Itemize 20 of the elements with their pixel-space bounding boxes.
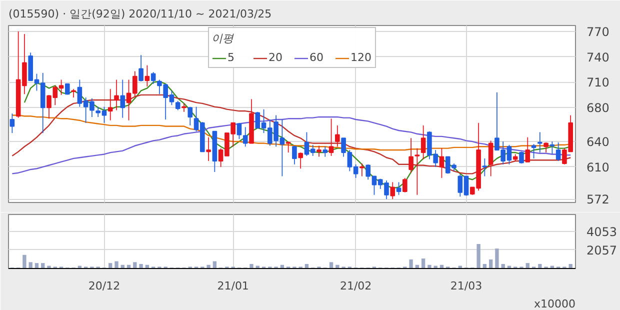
text: x10000 bbox=[534, 298, 576, 310]
y-tick-label: 4053 bbox=[586, 225, 618, 240]
x-tick-label: 21/03 bbox=[450, 280, 482, 292]
y-tick-label: 770 bbox=[586, 24, 610, 39]
y-tick-label: 640 bbox=[586, 135, 610, 150]
x-tick-label: 21/02 bbox=[340, 280, 372, 292]
y-tick-label: 740 bbox=[586, 50, 610, 64]
y-tick-label: 2057 bbox=[586, 243, 618, 258]
y-tick-label: 710 bbox=[586, 76, 610, 90]
y-tick-label: 680 bbox=[586, 101, 610, 116]
legend-title: 이평 bbox=[212, 31, 235, 46]
legend-label: 60 bbox=[310, 51, 324, 64]
legend-label: 20 bbox=[268, 51, 284, 64]
legend-label: 120 bbox=[350, 51, 372, 64]
y-tick-label: 572 bbox=[586, 192, 610, 207]
y-tick-label: 610 bbox=[586, 160, 610, 174]
x-tick-label: 21/01 bbox=[217, 280, 249, 292]
x-tick-label: 20/12 bbox=[88, 280, 120, 292]
chart-title: (015590) · 일간(92일) 2020/11/10 ~ 2021/03/25 bbox=[8, 8, 272, 20]
legend-label: 5 bbox=[228, 51, 236, 64]
